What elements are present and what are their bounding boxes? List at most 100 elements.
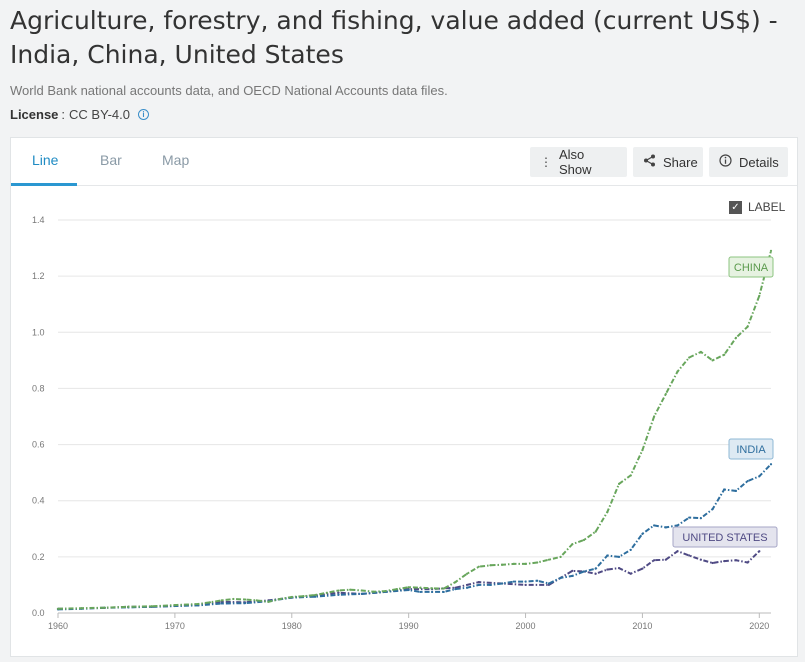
y-tick-label: 1.0	[32, 327, 45, 337]
tab-line[interactable]: Line	[32, 152, 59, 168]
data-point	[512, 580, 515, 583]
share-button[interactable]: Share	[633, 147, 703, 177]
tab-bar[interactable]: Bar	[100, 152, 122, 168]
data-point	[688, 516, 691, 519]
data-point	[150, 605, 153, 608]
data-point	[606, 554, 609, 557]
series-label: INDIA	[736, 444, 766, 456]
data-point	[688, 356, 691, 359]
license-label: License	[10, 107, 59, 122]
data-point	[547, 582, 551, 585]
data-point	[220, 602, 223, 605]
data-point	[395, 588, 399, 591]
data-point	[606, 568, 609, 571]
data-point	[653, 415, 656, 418]
data-point	[723, 353, 726, 356]
data-point	[594, 567, 597, 570]
data-point	[617, 482, 621, 485]
data-point	[676, 370, 679, 373]
series-label-box	[672, 526, 778, 548]
data-point	[734, 336, 738, 339]
license-value[interactable]: CC BY-4.0	[69, 107, 130, 122]
data-point	[430, 590, 434, 594]
data-point	[314, 595, 317, 598]
data-point	[243, 602, 247, 605]
data-point	[477, 583, 480, 587]
data-point	[232, 597, 235, 601]
data-point	[524, 583, 527, 587]
data-point	[653, 524, 656, 527]
chart-panel: Line Bar Map ⋮ Also Show Share Details 0…	[10, 137, 798, 657]
label-toggle-text: LABEL	[748, 200, 786, 214]
data-point	[419, 586, 422, 589]
license-line: License : CC BY-4.0 i	[10, 107, 149, 122]
data-point	[442, 590, 445, 594]
details-button[interactable]: Details	[709, 147, 788, 177]
data-point	[524, 562, 527, 565]
data-point	[314, 593, 317, 597]
data-point	[173, 604, 176, 607]
data-point	[372, 590, 375, 593]
data-point	[664, 392, 667, 396]
data-point	[711, 561, 714, 565]
data-point	[571, 574, 574, 578]
data-point	[337, 589, 340, 592]
data-point	[758, 294, 761, 297]
data-point	[384, 590, 387, 593]
data-point	[734, 559, 738, 562]
data-point	[56, 607, 60, 610]
data-point	[454, 588, 457, 591]
data-point	[594, 572, 597, 575]
tab-map[interactable]: Map	[162, 152, 190, 168]
data-point	[559, 555, 562, 558]
share-icon	[643, 154, 656, 170]
data-point	[688, 554, 691, 557]
info-icon[interactable]: i	[137, 109, 149, 120]
data-point	[629, 572, 632, 575]
data-point	[711, 508, 714, 511]
x-tick-label: 1960	[48, 621, 68, 631]
checkbox-checked-icon[interactable]: ✓	[729, 200, 742, 214]
data-point	[676, 524, 679, 527]
data-point	[512, 562, 515, 565]
x-tick-label: 1990	[399, 621, 419, 631]
also-show-label: Also Show	[559, 147, 592, 177]
data-point	[769, 463, 773, 466]
series-label-box	[728, 438, 774, 460]
data-point	[641, 532, 644, 535]
data-point	[349, 588, 352, 591]
x-tick-label: 2000	[516, 621, 536, 631]
data-point	[594, 530, 597, 533]
data-point	[454, 581, 457, 584]
data-point	[582, 538, 586, 542]
data-point	[536, 561, 539, 564]
data-point	[582, 570, 586, 573]
x-tick-label: 1980	[282, 621, 302, 631]
y-tick-label: 1.2	[32, 271, 45, 281]
data-point	[501, 582, 504, 585]
data-point	[559, 576, 562, 580]
source-note: World Bank national accounts data, and O…	[10, 83, 448, 98]
data-point	[243, 598, 247, 601]
also-show-button[interactable]: ⋮ Also Show	[530, 147, 627, 177]
license-separator: :	[61, 107, 66, 122]
data-point	[699, 517, 702, 520]
info-circle-icon	[719, 154, 732, 170]
data-point	[617, 566, 621, 570]
data-point	[524, 580, 527, 583]
data-point	[220, 599, 223, 602]
line-chart: 0.0 0.2 0.4 0.6 0.8 1.0 1.2 1.4 1960 1970 1980 1990…	[32, 215, 778, 631]
y-tick-label: 1.4	[32, 215, 45, 225]
data-point	[746, 561, 749, 564]
series-label-box	[728, 256, 774, 278]
data-point	[676, 550, 679, 553]
data-point	[501, 563, 504, 566]
data-point	[442, 587, 445, 590]
series-label: UNITED STATES	[682, 532, 767, 544]
data-point	[489, 583, 492, 587]
label-toggle[interactable]: ✓ LABEL	[729, 200, 785, 214]
data-point	[641, 449, 644, 452]
data-point	[337, 591, 340, 594]
data-point	[758, 475, 761, 478]
data-point	[769, 249, 773, 252]
